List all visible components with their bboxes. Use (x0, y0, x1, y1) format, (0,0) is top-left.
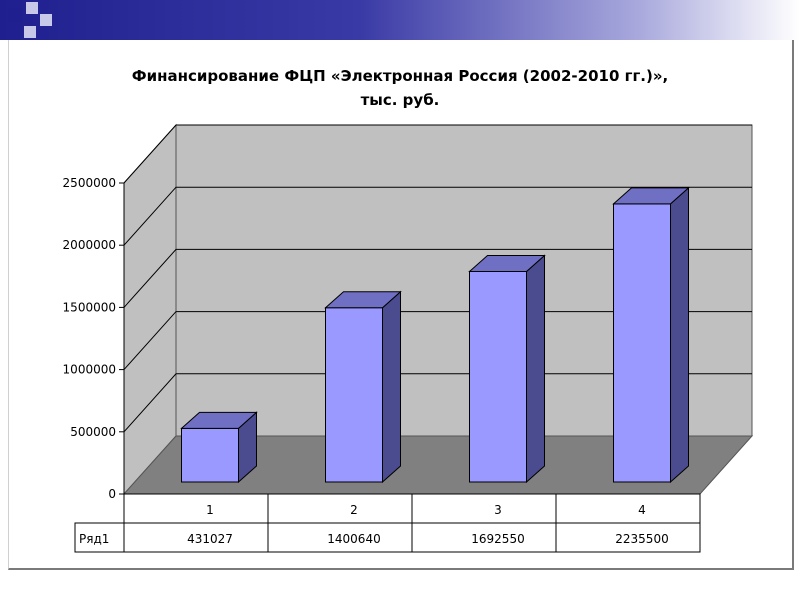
decor-square-1 (8, 8, 22, 22)
y-tick-label: 1000000 (63, 363, 116, 377)
bar-front (613, 203, 671, 483)
chart-title-line1: Финансирование ФЦП «Электронная Россия (… (131, 67, 669, 85)
y-tick-label: 500000 (70, 425, 116, 439)
gridline (123, 248, 752, 308)
bar-side (382, 290, 401, 484)
bar-top (612, 187, 690, 205)
data-table: 1 431027 2 1400640 3 1692550 4 2235500 Ряд1 (74, 493, 701, 553)
bar-side (670, 186, 689, 484)
table-value: 431027 (187, 532, 233, 546)
x-tick-label: 2 (350, 503, 358, 517)
x-tick-label: 3 (494, 503, 502, 517)
y-axis: 0 500000 1000000 1500000 2000000 2500000 (63, 176, 125, 501)
y-tick-label: 2000000 (63, 238, 116, 252)
gridline (123, 311, 752, 370)
bar (612, 186, 690, 484)
y-tick-label: 0 (108, 487, 116, 501)
bar-top (468, 254, 546, 272)
y-tick-label: 2500000 (63, 176, 116, 190)
decor-square-2 (26, 2, 38, 14)
chart-title-line2: тыс. руб. (360, 91, 440, 109)
bar-top (180, 411, 258, 429)
side-wall (123, 123, 177, 496)
chart-frame (8, 40, 794, 570)
x-tick-label: 1 (206, 503, 214, 517)
table-value: 2235500 (615, 532, 668, 546)
bar (468, 254, 546, 484)
x-tick-label: 4 (638, 503, 646, 517)
decor-square-4 (24, 26, 36, 38)
bar-front (325, 307, 383, 483)
header-gradient-bar (0, 0, 800, 40)
decor-square-3 (40, 14, 52, 26)
y-tick-label: 1500000 (63, 300, 116, 314)
bar-side (526, 254, 545, 484)
chart-title: Финансирование ФЦП «Электронная Россия (… (60, 64, 740, 112)
bar-front (181, 427, 239, 483)
gridline (123, 124, 752, 184)
bar-top (324, 291, 402, 309)
table-data-row (74, 522, 701, 553)
bar (180, 411, 258, 484)
bar (324, 290, 402, 484)
gridline (123, 373, 752, 433)
table-value: 1692550 (471, 532, 524, 546)
gridlines (123, 124, 752, 433)
table-value: 1400640 (327, 532, 380, 546)
bars-layer (180, 186, 690, 484)
gridline (123, 186, 752, 246)
bar-front (469, 270, 527, 483)
series-label: Ряд1 (79, 532, 109, 546)
